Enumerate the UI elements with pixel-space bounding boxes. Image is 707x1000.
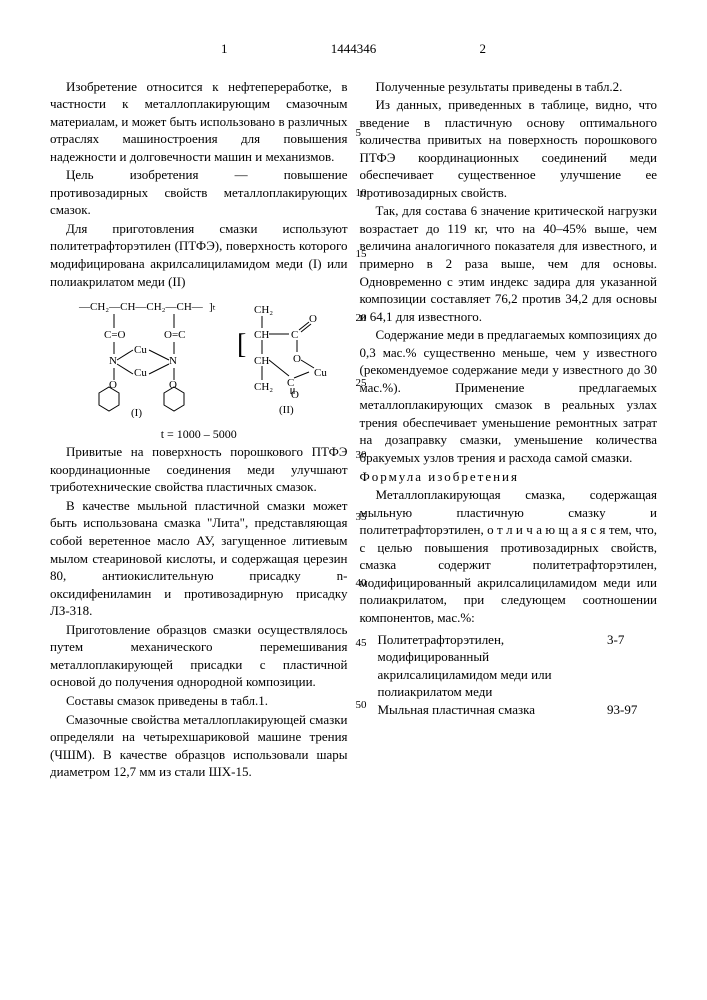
ingredient-value: 3-7 <box>607 631 657 701</box>
ingredients-list: Политетрафторэтилен, модифицированный ак… <box>378 631 658 719</box>
svg-text:Cu: Cu <box>314 367 327 379</box>
svg-text:O: O <box>293 353 301 365</box>
ingredient-label: Мыльная пластичная смазка <box>378 701 608 719</box>
svg-text:(I): (I) <box>131 407 142 418</box>
left-column: Изобретение относится к нефтепереработке… <box>50 78 348 782</box>
ingredient-label: Политетрафторэтилен, модифицированный ак… <box>378 631 608 701</box>
svg-text:C: C <box>291 329 298 341</box>
svg-text:(II): (II) <box>279 404 294 416</box>
document-number: 1444346 <box>331 40 377 58</box>
formula-t-label: t = 1000 – 5000 <box>50 426 348 442</box>
paragraph: Из данных, приведенных в таблице, видно,… <box>360 96 658 201</box>
content-columns: Изобретение относится к нефтепереработке… <box>50 78 657 782</box>
ingredient-row: Политетрафторэтилен, модифицированный ак… <box>378 631 658 701</box>
paragraph: Цель изобретения — повышение противозади… <box>50 166 348 219</box>
paragraph: Содержание меди в предлагаемых композици… <box>360 326 658 466</box>
svg-text:N: N <box>109 355 117 367</box>
page-number-right: 2 <box>480 41 487 56</box>
paragraph: Полученные результаты приведены в табл.2… <box>360 78 658 96</box>
paragraph: Для приготовления смазки используют поли… <box>50 220 348 290</box>
svg-text:N: N <box>169 355 177 367</box>
paragraph: Смазочные свойства металлоплакирующей см… <box>50 711 348 781</box>
svg-text:O: O <box>309 313 317 325</box>
svg-text:CH₂: CH₂ <box>254 381 273 393</box>
page-header: 1 1444346 2 <box>50 40 657 58</box>
svg-text:C=O: C=O <box>104 329 126 341</box>
page-number-left: 1 <box>221 41 228 56</box>
paragraph: Металлоплакирующая смазка, содержащая мы… <box>360 486 658 626</box>
paragraph: В качестве мыльной пластичной смазки мож… <box>50 497 348 620</box>
svg-text:[: [ <box>237 329 246 360</box>
svg-text:CH: CH <box>254 329 269 341</box>
svg-text:Cu: Cu <box>134 344 147 356</box>
paragraph: Изобретение относится к нефтепереработке… <box>50 78 348 166</box>
svg-text:—CH₂—CH—CH₂—CH—: —CH₂—CH—CH₂—CH— <box>78 301 204 313</box>
svg-text:CH: CH <box>254 355 269 367</box>
svg-text:C: C <box>287 377 294 389</box>
svg-text:O: O <box>291 389 299 401</box>
paragraph: Привитые на поверхность порошкового ПТФЭ… <box>50 443 348 496</box>
ingredient-row: Мыльная пластичная смазка93-97 <box>378 701 658 719</box>
claims-title: Формула изобретения <box>360 468 658 486</box>
paragraph: Составы смазок приведены в табл.1. <box>50 692 348 710</box>
ingredient-value: 93-97 <box>607 701 657 719</box>
paragraph: Так, для состава 6 значение критической … <box>360 202 658 325</box>
svg-text:CH₂: CH₂ <box>254 304 273 316</box>
formula-svg: —CH₂—CH—CH₂—CH— ]ₜ C=O O=C N N Cu Cu O <box>69 298 329 418</box>
svg-text:Cu: Cu <box>134 367 147 379</box>
svg-text:]ₜ: ]ₜ <box>209 301 216 313</box>
right-column: Полученные результаты приведены в табл.2… <box>360 78 658 782</box>
svg-text:O=C: O=C <box>164 329 185 341</box>
chemical-formula: —CH₂—CH—CH₂—CH— ]ₜ C=O O=C N N Cu Cu O <box>50 298 348 418</box>
paragraph: Приготовление образцов смазки осуществля… <box>50 621 348 691</box>
